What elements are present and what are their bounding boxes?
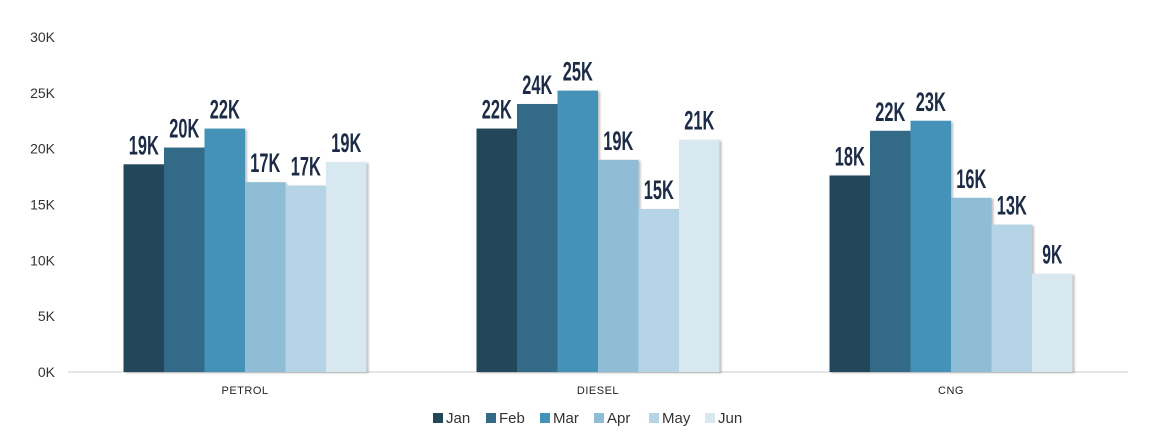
bar-diesel-apr [598,159,639,372]
data-label: 19K [129,130,159,160]
x-axis: PETROL DIESEL CNG [221,385,963,397]
bar-diesel-jun [679,139,720,372]
y-tick-label: 20K [30,141,56,157]
data-label: 24K [522,70,552,100]
bar-cng-may [991,224,1032,372]
data-label: 9K [1042,240,1062,270]
data-label: 22K [482,95,512,125]
data-label: 15K [644,175,674,205]
bar-diesel-feb [517,104,558,372]
data-label: 19K [603,126,633,156]
y-tick-label: 0K [38,364,56,380]
x-category-label: CNG [938,385,964,397]
bar-petrol-may [285,185,326,372]
legend-swatch [486,413,496,423]
bar-diesel-jan [476,128,517,372]
bar-cng-apr [951,197,992,372]
legend-item-mar[interactable]: Mar [540,410,579,427]
legend-swatch [594,413,604,423]
legend-swatch [433,413,443,423]
legend-item-jun[interactable]: Jun [705,410,742,427]
data-label: 23K [916,87,946,117]
bar-petrol-feb [164,147,205,372]
y-axis: 0K 5K 10K 15K 20K 25K 30K [30,29,56,380]
legend-label: Feb [499,410,525,427]
bar-diesel-mar [557,90,598,372]
y-tick-label: 10K [30,252,56,268]
y-tick-label: 15K [30,197,56,213]
legend-item-may[interactable]: May [649,410,691,427]
data-label: 17K [291,152,321,182]
bar-cng-mar [910,120,951,372]
bar-diesel-may [638,208,679,372]
data-label: 19K [331,128,361,158]
legend-label: Jan [446,410,470,427]
data-label: 16K [956,164,986,194]
legend-label: Apr [607,410,630,427]
legend-label: May [662,410,691,427]
legend-item-feb[interactable]: Feb [486,410,525,427]
data-label: 22K [875,97,905,127]
data-label: 20K [169,114,199,144]
data-label: 25K [563,57,593,87]
x-category-label: DIESEL [577,385,619,397]
bar-petrol-apr [245,182,286,372]
bar-petrol-jun [326,162,367,372]
legend-label: Mar [553,410,579,427]
data-label: 17K [250,148,280,178]
legend-item-apr[interactable]: Apr [594,410,630,427]
data-label: 21K [684,106,714,136]
bar-petrol-mar [204,128,245,372]
legend-swatch [649,413,659,423]
legend-swatch [705,413,715,423]
bar-cng-jan [829,175,870,372]
legend-label: Jun [718,410,742,427]
x-category-label: PETROL [221,385,268,397]
legend-swatch [540,413,550,423]
bar-cng-feb [870,130,911,372]
legend: Jan Feb Mar Apr May Jun [433,410,742,427]
data-label: 22K [210,95,240,125]
data-label: 13K [997,191,1027,221]
y-tick-label: 30K [30,29,56,45]
y-tick-label: 25K [30,85,56,101]
bars: 19K 20K 22K 17K 17K 19K 22K 24K 25K 19K 15K 21K 18K 2… [123,57,1073,372]
y-tick-label: 5K [38,308,56,324]
bar-cng-jun [1032,273,1073,372]
legend-item-jan[interactable]: Jan [433,410,470,427]
bar-petrol-jan [123,164,164,372]
data-label: 18K [835,141,865,171]
